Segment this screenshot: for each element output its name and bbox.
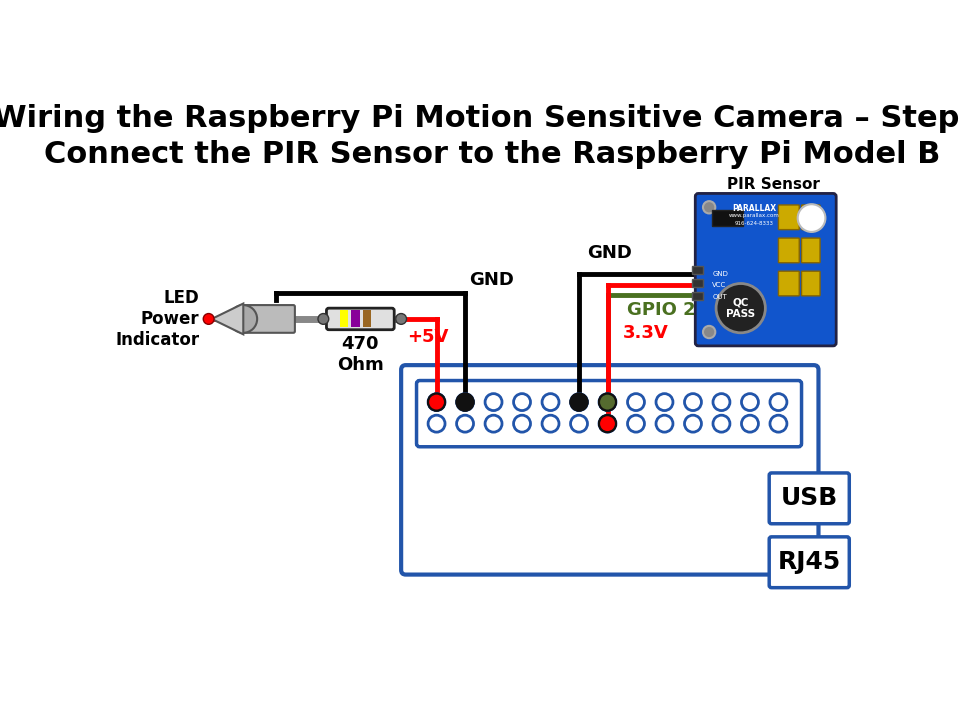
Circle shape — [628, 415, 644, 432]
FancyBboxPatch shape — [769, 537, 850, 588]
FancyBboxPatch shape — [779, 205, 800, 230]
FancyBboxPatch shape — [417, 381, 802, 446]
Circle shape — [542, 394, 559, 410]
Text: LED
Power
Indicator: LED Power Indicator — [115, 289, 200, 348]
Circle shape — [570, 415, 588, 432]
Circle shape — [485, 415, 502, 432]
Text: VCC: VCC — [712, 282, 727, 288]
Circle shape — [485, 394, 502, 410]
Circle shape — [514, 394, 531, 410]
Polygon shape — [212, 304, 243, 334]
Circle shape — [770, 415, 787, 432]
Bar — [692, 266, 703, 274]
Circle shape — [542, 415, 559, 432]
Circle shape — [428, 394, 445, 410]
Circle shape — [599, 394, 616, 410]
Text: +5V: +5V — [407, 328, 448, 346]
Circle shape — [428, 394, 445, 410]
Bar — [692, 292, 703, 300]
Circle shape — [457, 394, 473, 410]
Circle shape — [457, 415, 473, 432]
Circle shape — [628, 394, 644, 410]
Circle shape — [684, 415, 702, 432]
Text: www.parallax.com: www.parallax.com — [729, 213, 780, 218]
Circle shape — [656, 415, 673, 432]
Text: RJ45: RJ45 — [778, 550, 841, 575]
Circle shape — [703, 201, 715, 213]
Circle shape — [570, 394, 588, 410]
Circle shape — [204, 313, 214, 324]
FancyBboxPatch shape — [769, 473, 850, 523]
Circle shape — [318, 313, 328, 324]
Circle shape — [229, 305, 257, 333]
FancyBboxPatch shape — [779, 238, 800, 263]
Text: Connect the PIR Sensor to the Raspberry Pi Model B: Connect the PIR Sensor to the Raspberry … — [44, 140, 940, 168]
Text: 916-624-8333: 916-624-8333 — [734, 221, 774, 226]
Bar — [340, 310, 348, 328]
Circle shape — [428, 394, 445, 410]
FancyBboxPatch shape — [779, 271, 800, 296]
Text: Wiring the Raspberry Pi Motion Sensitive Camera – Step 2: Wiring the Raspberry Pi Motion Sensitive… — [0, 104, 960, 133]
Circle shape — [599, 415, 616, 432]
Text: USB: USB — [780, 486, 838, 510]
FancyBboxPatch shape — [242, 305, 295, 333]
Circle shape — [457, 394, 473, 410]
FancyBboxPatch shape — [401, 365, 819, 575]
Text: GND: GND — [588, 244, 633, 262]
Bar — [363, 310, 372, 328]
Text: PIR Sensor: PIR Sensor — [727, 177, 820, 192]
Text: GND: GND — [469, 271, 515, 289]
Circle shape — [396, 313, 406, 324]
Circle shape — [570, 394, 588, 410]
Circle shape — [599, 394, 616, 410]
Text: OUT: OUT — [712, 294, 727, 300]
FancyBboxPatch shape — [326, 308, 395, 330]
Text: GND: GND — [712, 271, 728, 276]
Bar — [692, 279, 703, 287]
Text: GPIO 23: GPIO 23 — [627, 302, 708, 320]
Circle shape — [741, 394, 758, 410]
Text: QC
PASS: QC PASS — [726, 297, 756, 319]
FancyBboxPatch shape — [695, 194, 836, 346]
Circle shape — [570, 394, 588, 410]
Circle shape — [428, 415, 445, 432]
Bar — [351, 310, 360, 328]
Text: PARALLAX: PARALLAX — [732, 204, 777, 213]
Bar — [712, 210, 743, 226]
Text: 3.3V: 3.3V — [623, 323, 669, 341]
Circle shape — [703, 326, 715, 338]
Circle shape — [457, 394, 473, 410]
Circle shape — [798, 204, 826, 232]
FancyBboxPatch shape — [802, 238, 820, 263]
Circle shape — [599, 415, 616, 432]
FancyBboxPatch shape — [802, 205, 820, 230]
Circle shape — [770, 394, 787, 410]
Text: 470
Ohm: 470 Ohm — [337, 335, 384, 374]
Circle shape — [713, 415, 730, 432]
Circle shape — [599, 394, 616, 410]
Circle shape — [514, 415, 531, 432]
Circle shape — [713, 394, 730, 410]
Circle shape — [656, 394, 673, 410]
Circle shape — [684, 394, 702, 410]
Circle shape — [599, 415, 616, 432]
Circle shape — [716, 284, 765, 333]
Circle shape — [741, 415, 758, 432]
FancyBboxPatch shape — [802, 271, 820, 296]
